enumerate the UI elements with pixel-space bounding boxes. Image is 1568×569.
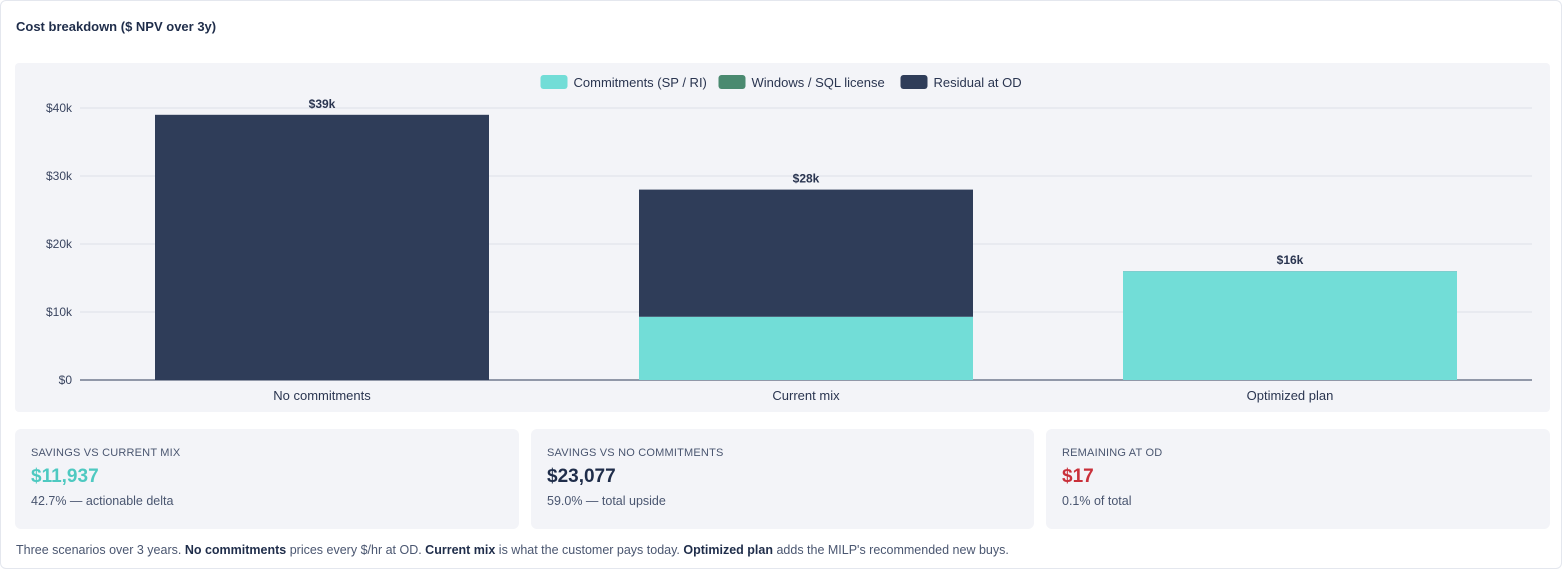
legend-swatch <box>540 75 568 89</box>
footer-bold-optimized-plan: Optimized plan <box>683 543 773 557</box>
stat-label: SAVINGS VS CURRENT MIX <box>31 447 181 459</box>
chart-panel: $0 $10k $20k $30k $40k $39k No commitments $28k… <box>15 63 1550 412</box>
stat-value: $23,077 <box>547 466 616 487</box>
footer-text: Three scenarios over 3 years. <box>16 543 185 557</box>
footer-note: Three scenarios over 3 years. No commitm… <box>16 543 1009 557</box>
bar-total-label: $28k <box>793 172 820 186</box>
stat-label: SAVINGS VS NO COMMITMENTS <box>547 447 724 459</box>
stat-sub: 42.7% — actionable delta <box>31 494 174 508</box>
y-tick-label: $10k <box>46 305 73 319</box>
x-category-label: Optimized plan <box>1247 388 1334 403</box>
stat-card-savings-vs-current: SAVINGS VS CURRENT MIX $11,937 42.7% — a… <box>15 429 519 529</box>
stat-value: $17 <box>1062 466 1094 487</box>
bar-segment <box>639 316 973 380</box>
card-title: Cost breakdown ($ NPV over 3y) <box>16 19 217 34</box>
x-category-label: Current mix <box>772 388 840 403</box>
legend-swatch <box>718 75 746 89</box>
bar-segment <box>155 114 489 381</box>
y-tick-label: $20k <box>46 237 73 251</box>
bar-segment <box>639 189 973 317</box>
y-tick-label: $40k <box>46 101 73 115</box>
x-category-label: No commitments <box>273 388 371 403</box>
footer-bold-current-mix: Current mix <box>425 543 496 557</box>
stat-card-savings-vs-no-commitments: SAVINGS VS NO COMMITMENTS $23,077 59.0% … <box>531 429 1034 529</box>
y-tick-label: $30k <box>46 169 73 183</box>
footer-text: adds the MILP's recommended new buys. <box>772 543 1009 557</box>
footer-bold-no-commitments: No commitments <box>184 543 287 557</box>
y-tick-label: $0 <box>59 373 73 387</box>
stat-label: REMAINING AT OD <box>1062 447 1163 459</box>
stat-value: $11,937 <box>31 466 99 487</box>
bar-total-label: $16k <box>1277 253 1304 267</box>
stat-sub: 0.1% of total <box>1062 494 1132 508</box>
stat-card-remaining-at-od: REMAINING AT OD $17 0.1% of total <box>1046 429 1550 529</box>
cost-breakdown-chart: $0 $10k $20k $30k $40k $39k No commitments $28k… <box>46 75 1532 403</box>
bar-segment <box>1123 271 1457 380</box>
legend-swatch <box>900 75 928 89</box>
legend-label: Residual at OD <box>934 75 1022 90</box>
legend-label: Windows / SQL license <box>752 75 885 90</box>
footer-text: is what the customer pays today. <box>495 543 684 557</box>
footer-text: prices every $/hr at OD. <box>286 543 426 557</box>
legend-label: Commitments (SP / RI) <box>574 75 707 90</box>
bar-total-label: $39k <box>309 97 336 111</box>
stat-sub: 59.0% — total upside <box>547 494 666 508</box>
